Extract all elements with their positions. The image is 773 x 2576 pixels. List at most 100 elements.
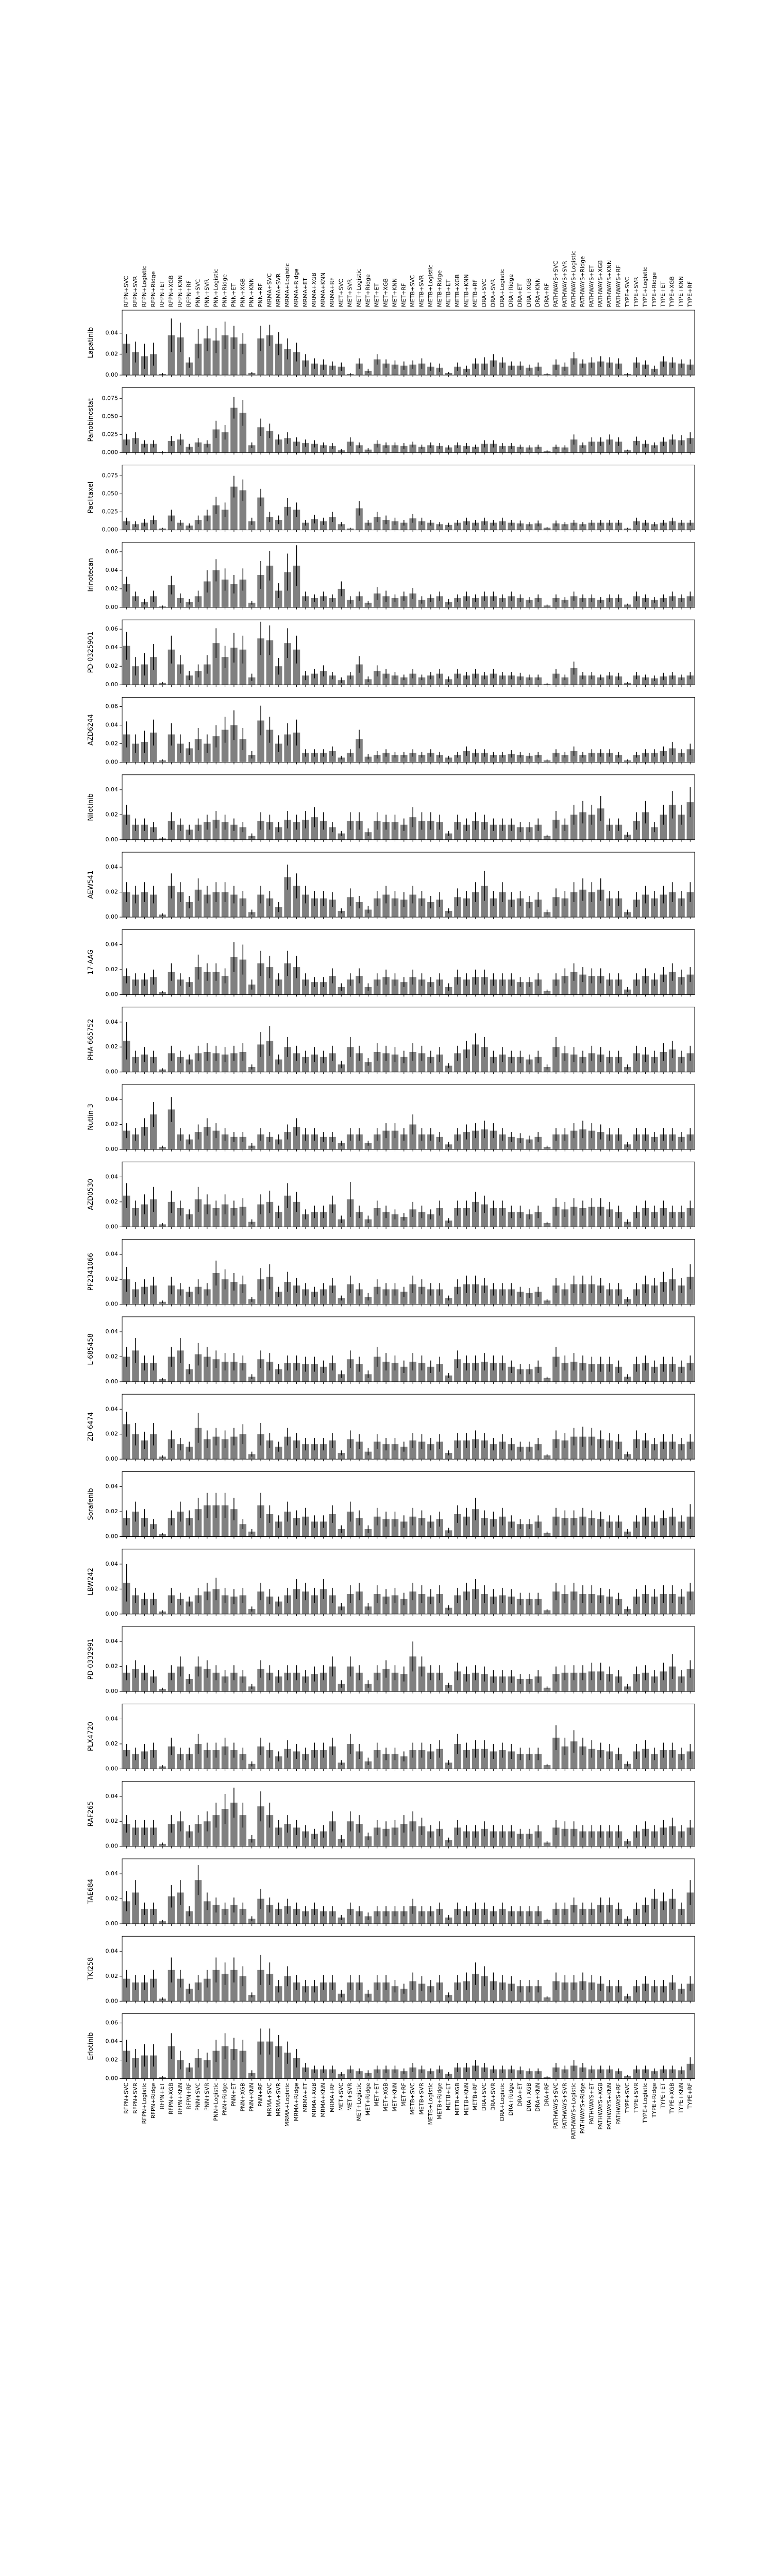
x-tick-label-bottom: DRA+Logistic bbox=[499, 2083, 506, 2121]
bar bbox=[204, 1591, 211, 1614]
bar bbox=[633, 1134, 640, 1149]
y-tick-label: 0.00 bbox=[106, 759, 119, 766]
bar bbox=[686, 2063, 694, 2079]
bar bbox=[230, 648, 238, 685]
bar bbox=[579, 1908, 586, 1924]
bar bbox=[284, 1824, 291, 1846]
bar bbox=[329, 1204, 336, 1227]
bar bbox=[311, 363, 318, 375]
y-tick-label: 0.025 bbox=[102, 431, 119, 437]
bar bbox=[668, 1750, 676, 1769]
bar bbox=[534, 755, 542, 762]
bar bbox=[686, 364, 694, 375]
y-axis-label: L-685458 bbox=[87, 1333, 95, 1365]
bar bbox=[311, 1134, 318, 1149]
y-axis-label: TAE684 bbox=[87, 1879, 95, 1905]
bar bbox=[633, 1751, 640, 1769]
bar bbox=[239, 344, 247, 375]
bar bbox=[651, 1137, 658, 1149]
y-axis-label: PLX4720 bbox=[87, 1722, 95, 1751]
bar bbox=[686, 1442, 694, 1460]
bar bbox=[543, 1765, 551, 1769]
bar bbox=[508, 1444, 515, 1460]
bar bbox=[463, 1363, 470, 1382]
bar bbox=[516, 447, 524, 453]
bar bbox=[364, 1062, 372, 1072]
bar bbox=[668, 362, 676, 375]
bar bbox=[239, 1363, 247, 1382]
bar bbox=[516, 755, 524, 762]
bar bbox=[490, 444, 497, 453]
bar bbox=[651, 1754, 658, 1769]
x-tick-label-top: RFPN+SVC bbox=[123, 276, 130, 307]
y-tick-label: 0.02 bbox=[106, 889, 119, 895]
bar bbox=[373, 1672, 381, 1692]
bar bbox=[597, 361, 604, 375]
bar bbox=[418, 1750, 426, 1769]
bar bbox=[177, 1057, 184, 1072]
bar bbox=[356, 445, 363, 453]
bar bbox=[570, 1672, 578, 1692]
bar bbox=[606, 1831, 613, 1846]
x-tick-label-top: MRMA+SVR bbox=[275, 273, 282, 307]
bar bbox=[320, 1589, 327, 1614]
bar bbox=[177, 979, 184, 995]
bar bbox=[221, 1809, 229, 1846]
y-tick-label: 0.04 bbox=[106, 863, 119, 870]
bar bbox=[668, 1899, 676, 1924]
bar bbox=[445, 1530, 452, 1537]
bar bbox=[239, 1976, 247, 2002]
bar bbox=[204, 1052, 211, 1072]
bar bbox=[320, 1750, 327, 1769]
bar bbox=[338, 588, 345, 607]
bar bbox=[570, 358, 578, 375]
x-tick-label-top: TYPE+Logistic bbox=[642, 267, 649, 308]
bar bbox=[177, 1512, 184, 1537]
bar bbox=[329, 900, 336, 918]
bar bbox=[490, 1519, 497, 1537]
bar bbox=[526, 1369, 533, 1382]
bar bbox=[149, 1978, 157, 2002]
x-tick-label-top: MET+RF bbox=[400, 283, 407, 307]
bar bbox=[409, 444, 416, 453]
x-tick-label-bottom: MET+ET bbox=[374, 2082, 380, 2106]
bar bbox=[123, 1195, 130, 1227]
bar bbox=[257, 1204, 264, 1227]
bar bbox=[302, 1754, 309, 1769]
bar bbox=[597, 753, 604, 762]
y-tick-label: 0.00 bbox=[106, 836, 119, 843]
bar bbox=[230, 486, 238, 530]
bar bbox=[606, 522, 613, 530]
bar bbox=[472, 1973, 479, 2002]
bar bbox=[633, 1521, 640, 1537]
bar bbox=[320, 1212, 327, 1227]
bar bbox=[212, 1589, 220, 1614]
x-tick-label-top: MET+SVC bbox=[338, 279, 344, 307]
bar bbox=[275, 1292, 282, 1304]
bar bbox=[490, 1676, 497, 1692]
bar bbox=[221, 1908, 229, 1924]
bar bbox=[329, 2069, 336, 2079]
bar bbox=[221, 1134, 229, 1149]
bar bbox=[346, 1359, 354, 1382]
bar bbox=[499, 1289, 506, 1304]
bar bbox=[686, 749, 694, 762]
y-tick-label: 0.075 bbox=[102, 472, 119, 479]
x-tick-label-bottom: METB+KNN bbox=[463, 2083, 469, 2116]
bar bbox=[338, 1064, 345, 1072]
bar bbox=[266, 1672, 274, 1692]
bar bbox=[194, 1354, 202, 1382]
bar bbox=[526, 1059, 533, 1072]
bar bbox=[257, 1970, 264, 2002]
bar bbox=[167, 1439, 175, 1460]
bar bbox=[678, 1212, 685, 1227]
y-axis-label: AZD6244 bbox=[87, 714, 95, 745]
bar bbox=[409, 1052, 416, 1072]
x-tick-label-top: MET+SVR bbox=[347, 279, 354, 307]
bar bbox=[221, 579, 229, 607]
bar bbox=[221, 822, 229, 840]
bar bbox=[266, 335, 274, 375]
y-tick-label: 0.04 bbox=[106, 1870, 119, 1877]
